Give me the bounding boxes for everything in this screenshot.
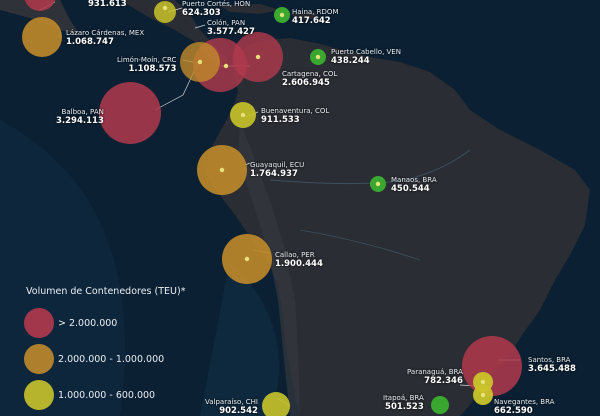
label-balboa: Balboa, PAN 3.294.113 bbox=[56, 108, 104, 126]
label-santos: Santos, BRA 3.645.488 bbox=[528, 356, 576, 374]
label-limon-moin: Limón-Moín, CRC 1.108.573 bbox=[117, 56, 176, 74]
value-manaos: 450.544 bbox=[391, 184, 430, 194]
legend-label-orange: 2.000.000 - 1.000.000 bbox=[58, 354, 165, 365]
legend-swatch-orange bbox=[24, 344, 54, 374]
label-manaos: Manaos, BRA 450.544 bbox=[391, 176, 437, 194]
value-lazaro-cardenas: 1.068.747 bbox=[66, 37, 114, 47]
label-puerto-cortes: Puerto Cortés, HON 624.303 bbox=[182, 0, 250, 18]
name-limon-moin: Limón-Moín, CRC bbox=[117, 56, 177, 64]
value-limon-moin: 1.108.573 bbox=[128, 64, 177, 74]
label-itapoa: Itapoá, BRA 501.523 bbox=[383, 394, 424, 412]
name-paranagua: Paranaguá, BRA bbox=[407, 368, 463, 376]
legend-label-yellow: 1.000.000 - 600.000 bbox=[58, 390, 156, 401]
marker-top-partial bbox=[24, 0, 56, 11]
name-cartagena: Cartagena, COL bbox=[282, 70, 338, 78]
name-itapoa: Itapoá, BRA bbox=[383, 394, 424, 402]
legend-title: Volumen de Contenedores (TEU)* bbox=[26, 286, 186, 297]
legend-item-red: > 2.000.000 bbox=[22, 308, 222, 342]
name-haina: Haina, RDOM bbox=[292, 8, 339, 16]
label-guayaquil: Guayaquil, ECU 1.764.937 bbox=[250, 161, 304, 179]
marker-santos bbox=[462, 336, 522, 396]
value-puerto-cortes: 624.303 bbox=[182, 8, 221, 18]
value-colon: 3.577.427 bbox=[207, 27, 255, 37]
legend-item-orange: 2.000.000 - 1.000.000 bbox=[22, 344, 222, 378]
value-haina: 417.642 bbox=[292, 16, 331, 26]
value-puerto-cabello: 438.244 bbox=[331, 56, 370, 66]
name-callao: Callao, PER bbox=[275, 251, 315, 259]
label-colon: Colón, PAN 3.577.427 bbox=[207, 19, 255, 37]
legend-label-red: > 2.000.000 bbox=[58, 318, 118, 329]
name-manaos: Manaos, BRA bbox=[391, 176, 437, 184]
label-lazaro-cardenas: Lázaro Cárdenas, MEX 1.068.747 bbox=[66, 29, 144, 47]
label-valparaiso: Valparaíso, CHI 902.542 bbox=[205, 398, 258, 416]
value-santos: 3.645.488 bbox=[528, 364, 576, 374]
marker-puerto-cortes bbox=[154, 1, 176, 23]
label-top-partial: 931.613 bbox=[88, 0, 127, 9]
value-buenaventura: 911.533 bbox=[261, 115, 300, 125]
name-navegantes: Navegantes, BRA bbox=[494, 398, 555, 406]
name-guayaquil: Guayaquil, ECU bbox=[250, 161, 305, 169]
name-puerto-cortes: Puerto Cortés, HON bbox=[182, 0, 251, 8]
value-itapoa: 501.523 bbox=[385, 402, 424, 412]
legend: Volumen de Contenedores (TEU)* > 2.000.0… bbox=[22, 284, 222, 416]
legend-swatch-yellow bbox=[24, 380, 54, 410]
value-cartagena: 2.606.945 bbox=[282, 78, 330, 88]
label-navegantes: Navegantes, BRA 662.590 bbox=[494, 398, 554, 416]
legend-swatch-red bbox=[24, 308, 54, 338]
legend-item-yellow: 1.000.000 - 600.000 bbox=[22, 380, 222, 414]
value-balboa: 3.294.113 bbox=[56, 116, 104, 126]
marker-balboa bbox=[99, 82, 161, 144]
name-buenaventura: Buenaventura, COL bbox=[261, 107, 330, 115]
port-markers-static bbox=[22, 0, 522, 416]
name-lazaro-cardenas: Lázaro Cárdenas, MEX bbox=[66, 29, 145, 37]
name-valparaiso: Valparaíso, CHI bbox=[205, 398, 258, 406]
label-buenaventura: Buenaventura, COL 911.533 bbox=[261, 107, 329, 125]
south-america-land bbox=[205, 38, 590, 416]
value-top-partial: 931.613 bbox=[88, 0, 127, 9]
value-valparaiso: 902.542 bbox=[219, 406, 258, 416]
value-paranagua: 782.346 bbox=[424, 376, 463, 386]
name-santos: Santos, BRA bbox=[528, 356, 571, 364]
label-callao: Callao, PER 1.900.444 bbox=[275, 251, 323, 269]
value-navegantes: 662.590 bbox=[494, 406, 533, 416]
label-haina: Haina, RDOM 417.642 bbox=[292, 8, 338, 26]
value-guayaquil: 1.764.937 bbox=[250, 169, 298, 179]
name-puerto-cabello: Puerto Cabello, VEN bbox=[331, 48, 401, 56]
label-puerto-cabello: Puerto Cabello, VEN 438.244 bbox=[331, 48, 401, 66]
marker-valparaiso bbox=[262, 392, 290, 416]
marker-itapoa bbox=[431, 396, 449, 414]
value-callao: 1.900.444 bbox=[275, 259, 323, 269]
label-paranagua: Paranaguá, BRA 782.346 bbox=[407, 368, 463, 386]
marker-lazaro-cardenas bbox=[22, 17, 62, 57]
name-balboa: Balboa, PAN bbox=[61, 108, 104, 116]
label-cartagena: Cartagena, COL 2.606.945 bbox=[282, 70, 337, 88]
name-colon: Colón, PAN bbox=[207, 19, 246, 27]
